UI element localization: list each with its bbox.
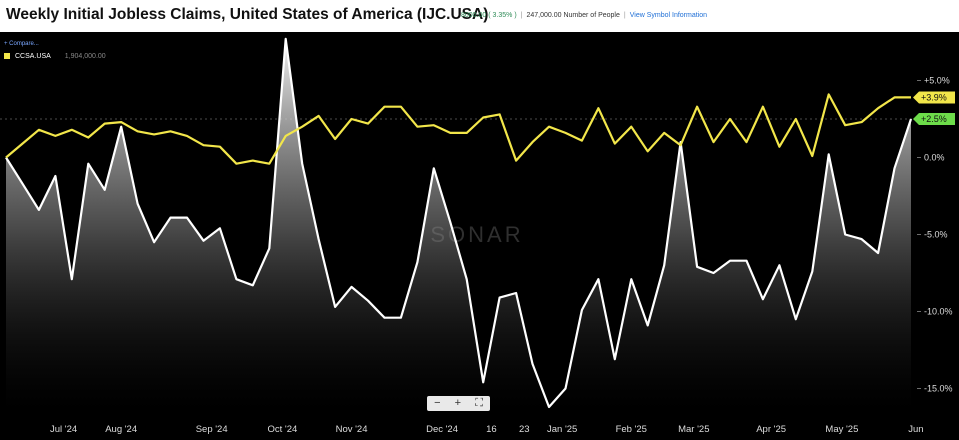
current-value: 247,000.00 Number of People xyxy=(526,12,620,19)
tag-label: +3.9% xyxy=(921,92,947,102)
legend: + Compare... CCSA.USA 1,904,000.00 xyxy=(4,38,106,62)
x-tick-label: Jan '25 xyxy=(547,424,577,435)
series-area-ijc-usa xyxy=(6,38,911,413)
y-tick-label: +5.0% xyxy=(924,76,950,86)
x-tick-label: Jul '24 xyxy=(50,424,77,435)
chart-header: Weekly Initial Jobless Claims, United St… xyxy=(0,0,959,32)
zoom-in-button[interactable]: + xyxy=(454,397,462,409)
last-value-tag-ccsa-usa: +3.9% xyxy=(913,91,955,104)
x-tick-label: Jun xyxy=(908,424,923,435)
tag-shape xyxy=(913,113,955,125)
x-tick-label: May '25 xyxy=(825,424,858,435)
x-tick-label: 16 xyxy=(486,424,497,435)
compare-button[interactable]: + Compare... xyxy=(4,41,39,47)
x-axis: Jul '24 Aug '24 Sep '24 Oct '24 Nov '24 Dec '… xyxy=(50,424,924,435)
y-axis: +5.0% 0.0% -5.0% -10.0% -15.0% xyxy=(917,76,953,394)
x-tick-label: Mar '25 xyxy=(678,424,709,435)
tag-label: +2.5% xyxy=(921,114,947,124)
header-stats: 8000.00 ( 3.35% ) | 247,000.00 Number of P… xyxy=(461,12,708,19)
last-value-tags: +3.9% +2.5% xyxy=(913,91,955,125)
legend-series-value: 1,904,000.00 xyxy=(64,52,106,60)
chart-title: Weekly Initial Jobless Claims, United St… xyxy=(6,6,489,23)
chart-series xyxy=(5,37,913,413)
series-line-ijc-usa xyxy=(5,37,913,409)
legend-swatch xyxy=(4,53,10,59)
x-tick-label: Feb '25 xyxy=(616,424,647,435)
x-tick-label: Oct '24 xyxy=(268,424,298,435)
change-value: 8000.00 ( 3.35% ) xyxy=(461,12,517,19)
x-tick-label: Sep '24 xyxy=(196,424,228,435)
zoom-out-button[interactable]: − xyxy=(434,397,441,409)
x-tick-label: Dec '24 xyxy=(426,424,458,435)
legend-item-ccsa[interactable]: CCSA.USA 1,904,000.00 xyxy=(4,50,106,62)
fit-screen-icon[interactable]: ⛶ xyxy=(475,397,483,409)
tag-shape xyxy=(913,91,955,104)
x-tick-label: Nov '24 xyxy=(336,424,368,435)
x-tick-label: Apr '25 xyxy=(756,424,786,435)
y-tick-label: -10.0% xyxy=(924,307,953,317)
legend-series-name: CCSA.USA xyxy=(15,52,51,60)
zoom-toolbar: − + ⛶ xyxy=(427,396,490,411)
view-symbol-link[interactable]: View Symbol Information xyxy=(629,12,708,19)
x-tick-label: 23 xyxy=(519,424,530,435)
y-tick-label: -15.0% xyxy=(924,384,953,394)
series-line-ccsa-usa xyxy=(5,93,911,165)
y-tick-label: 0.0% xyxy=(924,153,945,163)
last-value-tag-ijc-usa: +2.5% xyxy=(913,113,955,125)
y-tick-label: -5.0% xyxy=(924,230,948,240)
x-tick-label: Aug '24 xyxy=(105,424,137,435)
